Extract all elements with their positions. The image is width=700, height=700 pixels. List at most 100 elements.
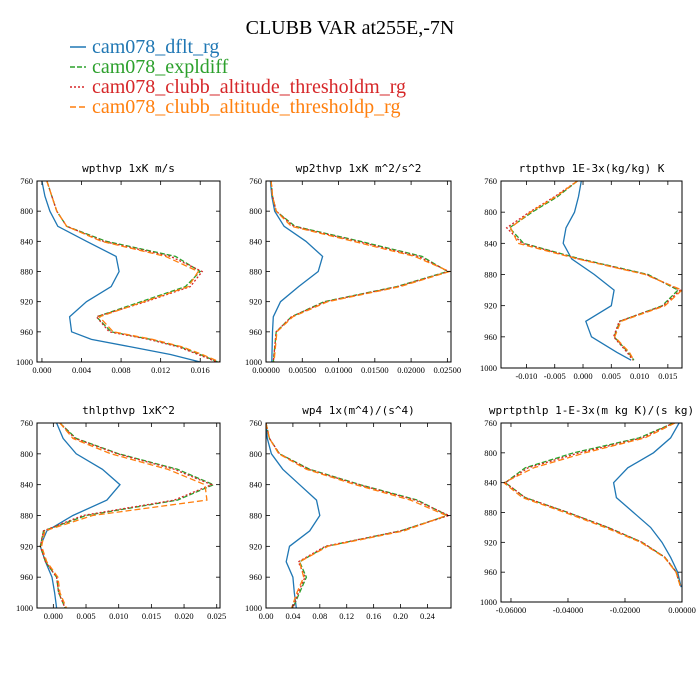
- panel-5: wprtpthlp 1-E-3x(m kg K)/(s kg)760 800 840…: [480, 404, 696, 615]
- panel-1-xtick-label-5: 0.02500: [434, 365, 462, 375]
- panel-3-ytick-label-5: 960: [20, 572, 33, 582]
- panels: wpthvp 1xK m/s76080084088092096010000.00…: [16, 162, 696, 621]
- panel-2-xtick-label-0: -0.010: [515, 371, 537, 381]
- panel-4-ytick-label-1: 800: [249, 449, 262, 459]
- panel-0-title: wpthvp 1xK m/s: [82, 162, 175, 175]
- panel-4-ytick-label-4: 920: [249, 541, 262, 551]
- panel-1-series-3: [270, 181, 451, 362]
- legend-label-3: cam078_clubb_altitude_thresholdp_rg: [92, 96, 400, 118]
- panel-2-ytick-label-1: 800: [484, 207, 497, 217]
- panel-0-xtick-label-4: 0.016: [191, 365, 210, 375]
- panel-5-title: wprtpthlp 1-E-3x(m kg K)/(s kg): [489, 404, 694, 417]
- panel-1-series-0: [269, 181, 324, 362]
- panel-5-xtick-label-0: -0.06000: [496, 605, 526, 615]
- panel-0-xtick-label-3: 0.012: [151, 365, 170, 375]
- panel-2-frame: [500, 180, 683, 369]
- panel-1: wp2thvp 1xK m^2/s^2 760 800 840 880 920 960 100…: [245, 162, 461, 375]
- panel-4-xtick-label-2: 0.08: [312, 611, 327, 621]
- panel-2-xtick-label-4: 0.010: [630, 371, 649, 381]
- legend: cam078_dflt_rgcam078_expldiffcam078_club…: [70, 36, 406, 118]
- panel-0-series-3: [46, 181, 220, 362]
- panel-0-ytick-label-0: 760: [20, 176, 33, 186]
- panel-3-xtick-label-5: 0.025: [207, 611, 226, 621]
- panel-0-series-1: [46, 181, 219, 362]
- panel-2-title: rtpthvp 1E-3x(kg/kg) K: [519, 162, 665, 175]
- panel-1-ytick-label-4: 920: [249, 297, 262, 307]
- panel-0-xtick-label-0: 0.000: [32, 365, 51, 375]
- panel-1-ytick-label-6: 1000: [245, 357, 262, 367]
- panel-5-ytick-label-6: 1000: [480, 597, 497, 607]
- panel-3: thlpthvp 1xK^2 760 800 840 880 920 960 1000 0.00…: [16, 404, 226, 621]
- panel-5-frame: [500, 422, 683, 603]
- panel-2-series-1: [508, 181, 680, 361]
- panel-1-series-2: [270, 181, 451, 362]
- panel-3-title: thlpthvp 1xK^2: [82, 404, 175, 417]
- panel-1-xtick-label-4: 0.02000: [397, 365, 425, 375]
- panel-3-series-0: [39, 423, 121, 608]
- panel-5-series-2: [504, 423, 682, 588]
- panel-4-ytick-label-0: 760: [249, 418, 262, 428]
- panel-2-ytick-label-2: 840: [484, 238, 497, 248]
- panel-1-frame: [265, 180, 452, 363]
- panel-2-series-2: [505, 181, 682, 361]
- panel-1-xtick-label-3: 0.01500: [361, 365, 389, 375]
- panel-4-xtick-label-3: 0.12: [339, 611, 354, 621]
- panel-1-ytick-label-2: 840: [249, 236, 262, 246]
- panel-4-ytick-label-2: 840: [249, 480, 262, 490]
- panel-2-xtick-label-3: 0.005: [602, 371, 621, 381]
- panel-5-ytick-label-1: 800: [484, 448, 497, 458]
- panel-3-ytick-label-4: 920: [20, 541, 33, 551]
- panel-0-xtick-label-1: 0.004: [72, 365, 92, 375]
- panel-0-ytick-label-3: 880: [20, 267, 33, 277]
- figure-title: CLUBB VAR at255E,-7N: [246, 17, 455, 39]
- panel-3-xtick-label-1: 0.005: [76, 611, 95, 621]
- panel-3-xtick-label-2: 0.010: [109, 611, 128, 621]
- panel-5-ytick-label-0: 760: [484, 418, 497, 428]
- panel-4-xtick-label-5: 0.20: [393, 611, 408, 621]
- legend-label-2: cam078_clubb_altitude_thresholdm_rg: [92, 76, 406, 98]
- panel-0-ytick-label-1: 800: [20, 206, 33, 216]
- panel-3-xtick-label-4: 0.020: [174, 611, 193, 621]
- panel-0-series-0: [41, 181, 201, 362]
- panel-0: wpthvp 1xK m/s76080084088092096010000.00…: [16, 162, 221, 375]
- panel-4-series-0: [266, 423, 321, 608]
- panel-4-xtick-label-0: 0.00: [259, 611, 274, 621]
- legend-label-1: cam078_expldiff: [92, 56, 229, 78]
- panel-1-ytick-label-3: 880: [249, 267, 262, 277]
- panel-3-xtick-label-3: 0.015: [142, 611, 161, 621]
- panel-0-ytick-label-6: 1000: [16, 357, 33, 367]
- panel-5-xtick-label-1: -0.04000: [553, 605, 583, 615]
- panel-5-series-0: [612, 423, 682, 588]
- panel-3-xtick-label-0: 0.000: [44, 611, 63, 621]
- panel-3-frame: [36, 422, 221, 609]
- panel-4-xtick-label-6: 0.24: [420, 611, 436, 621]
- panel-1-xtick-label-0: 0.00000: [252, 365, 280, 375]
- panel-2: rtpthvp 1E-3x(kg/kg) K 760 800 840 880 920 960…: [480, 162, 683, 381]
- panel-1-ytick-label-0: 760: [249, 176, 262, 186]
- legend-label-0: cam078_dflt_rg: [92, 36, 219, 58]
- panel-5-ytick-label-3: 880: [484, 508, 497, 518]
- panel-0-xtick-label-2: 0.008: [112, 365, 131, 375]
- panel-5-ytick-label-4: 920: [484, 537, 497, 547]
- panel-1-ytick-label-5: 960: [249, 327, 262, 337]
- panel-3-series-1: [39, 423, 216, 608]
- panel-1-series-1: [270, 181, 450, 362]
- panel-3-ytick-label-6: 1000: [16, 603, 33, 613]
- panel-0-ytick-label-5: 960: [20, 327, 33, 337]
- panel-5-series-1: [504, 423, 682, 588]
- panel-1-xtick-label-2: 0.01000: [325, 365, 353, 375]
- panel-5-xtick-label-3: 0.00000: [668, 605, 696, 615]
- panel-4-ytick-label-3: 880: [249, 511, 262, 521]
- panel-3-series-3: [40, 423, 208, 608]
- panel-2-xtick-label-5: 0.015: [658, 371, 677, 381]
- panel-5-ytick-label-2: 840: [484, 478, 497, 488]
- panel-2-ytick-label-4: 920: [484, 301, 497, 311]
- panel-1-ytick-label-1: 800: [249, 206, 262, 216]
- panel-5-series-3: [502, 423, 682, 588]
- panel-4-series-3: [266, 423, 449, 608]
- panel-4-xtick-label-4: 0.16: [366, 611, 381, 621]
- panel-2-ytick-label-0: 760: [484, 176, 497, 186]
- panel-0-ytick-label-2: 840: [20, 236, 33, 246]
- panel-5-xtick-label-2: -0.02000: [610, 605, 640, 615]
